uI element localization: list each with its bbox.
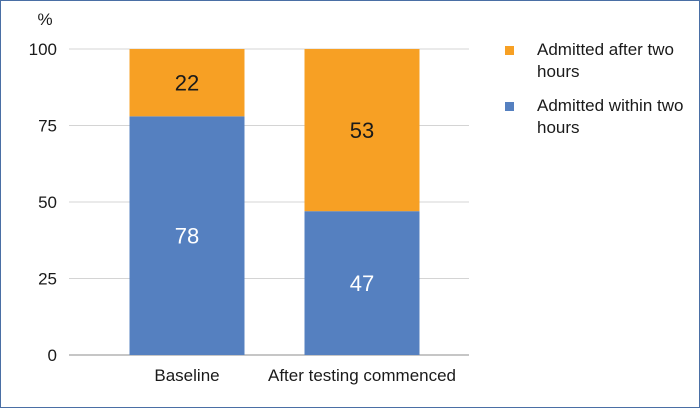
y-tick-label: 75 — [38, 117, 57, 136]
bar-value-label: 53 — [350, 118, 374, 143]
x-tick-label: Baseline — [154, 366, 219, 385]
y-tick-label: 0 — [48, 346, 57, 365]
legend-swatch — [505, 46, 514, 55]
bar-segment — [304, 211, 420, 355]
legend: Admitted after two hours Admitted within … — [505, 39, 695, 151]
bar-value-label: 47 — [350, 271, 374, 296]
legend-item: Admitted within two hours — [505, 95, 695, 139]
y-axis-unit-label: % — [37, 10, 52, 29]
x-tick-label: After testing commenced — [268, 366, 456, 385]
axis-labels: 0 25 50 75 100 Baseline After testing commence… — [29, 40, 456, 385]
bar-segment — [304, 49, 420, 212]
legend-swatch — [505, 102, 514, 111]
legend-label: Admitted within two hours — [537, 96, 684, 137]
y-tick-label: 50 — [38, 193, 57, 212]
bars: 78 22 47 53 — [129, 49, 420, 355]
bar-segment — [129, 49, 245, 117]
bar-segment — [129, 116, 245, 355]
y-tick-label: 25 — [38, 270, 57, 289]
y-tick-label: 100 — [29, 40, 57, 59]
legend-item: Admitted after two hours — [505, 39, 695, 83]
bar-value-label: 22 — [175, 71, 199, 96]
bar-value-label: 78 — [175, 224, 199, 249]
legend-label: Admitted after two hours — [537, 40, 675, 81]
